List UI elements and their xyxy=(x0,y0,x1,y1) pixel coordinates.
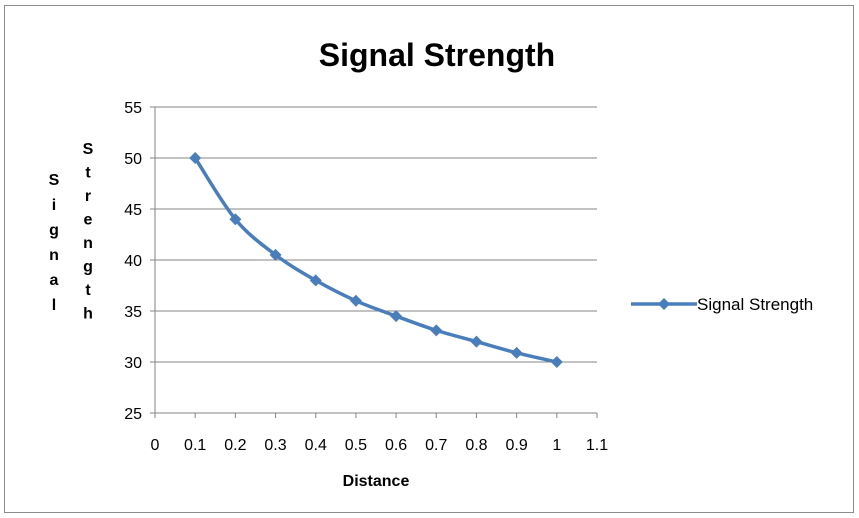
x-tick-labels: 0 0.1 0.2 0.3 0.4 0.5 0.6 0.7 0.8 0.9 1 1.1 xyxy=(151,437,609,454)
legend-label: Signal Strength xyxy=(697,295,813,314)
y-axis-title-letter: h xyxy=(83,306,93,323)
y-axis-title-letter: a xyxy=(50,272,59,289)
y-axis-title-letter: l xyxy=(52,297,56,314)
chart-title: Signal Strength xyxy=(319,37,555,73)
y-axis-title-strength: Strength xyxy=(83,141,94,323)
y-axis-title-letter: S xyxy=(83,141,94,158)
x-tick-label: 0.6 xyxy=(385,437,407,454)
y-axis-title-letter: t xyxy=(85,282,91,299)
y-tick-label: 55 xyxy=(124,100,142,117)
x-tick-label: 0.7 xyxy=(425,437,447,454)
x-tick-label: 0.5 xyxy=(345,437,367,454)
data-point-marker xyxy=(350,295,362,307)
x-tick-label: 0.1 xyxy=(184,437,206,454)
data-point-marker xyxy=(390,310,402,322)
y-axis-title-letter: i xyxy=(52,197,56,214)
x-axis-title: Distance xyxy=(343,473,410,490)
data-point-marker xyxy=(551,356,563,368)
x-tick-label: 0.2 xyxy=(224,437,246,454)
y-tick-label: 35 xyxy=(124,304,142,321)
x-tick-label: 0.4 xyxy=(305,437,327,454)
y-axis-title-letter: n xyxy=(83,235,93,252)
y-axis-title-letter: t xyxy=(85,165,91,182)
legend: Signal Strength xyxy=(631,295,813,314)
legend-marker xyxy=(658,298,670,310)
y-tick-labels: 25 30 35 40 45 50 55 xyxy=(124,100,142,423)
y-axis-title-letter: g xyxy=(49,222,59,239)
data-point-marker xyxy=(511,347,523,359)
y-tick-label: 30 xyxy=(124,355,142,372)
y-tick-label: 40 xyxy=(124,253,142,270)
x-tick-label: 1 xyxy=(552,437,561,454)
x-tick-label: 0.9 xyxy=(506,437,528,454)
data-point-marker xyxy=(470,336,482,348)
data-point-marker xyxy=(430,324,442,336)
y-axis-title-signal: Signal xyxy=(49,172,60,314)
y-tick-label: 45 xyxy=(124,202,142,219)
x-tick-label: 0.8 xyxy=(465,437,487,454)
x-tick-label: 0.3 xyxy=(264,437,286,454)
y-axis-title-letter: S xyxy=(49,172,60,189)
y-axis-title-letter: n xyxy=(49,247,59,264)
y-tick-label: 50 xyxy=(124,151,142,168)
x-tick-label: 1.1 xyxy=(586,437,608,454)
y-tick-label: 25 xyxy=(124,406,142,423)
x-tick-label: 0 xyxy=(151,437,160,454)
y-axis-title-letter: r xyxy=(85,188,91,205)
y-axis-title-letter: g xyxy=(83,259,93,276)
axes xyxy=(150,107,597,418)
y-axis-title-letter: e xyxy=(84,212,93,229)
gridlines xyxy=(155,107,597,362)
